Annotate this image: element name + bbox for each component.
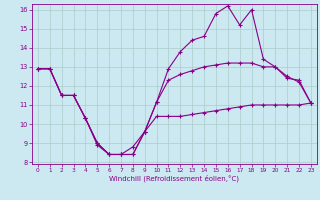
X-axis label: Windchill (Refroidissement éolien,°C): Windchill (Refroidissement éolien,°C) (109, 175, 239, 182)
